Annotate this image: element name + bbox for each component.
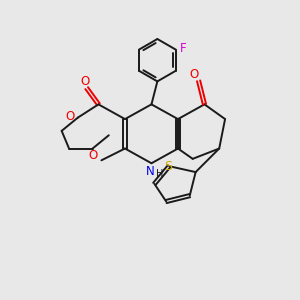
- Text: O: O: [88, 149, 97, 162]
- Text: S: S: [164, 160, 172, 173]
- Text: O: O: [190, 68, 199, 80]
- Text: H: H: [156, 169, 164, 178]
- Text: O: O: [81, 75, 90, 88]
- Text: N: N: [146, 165, 154, 178]
- Text: F: F: [180, 42, 186, 55]
- Text: O: O: [65, 110, 74, 123]
